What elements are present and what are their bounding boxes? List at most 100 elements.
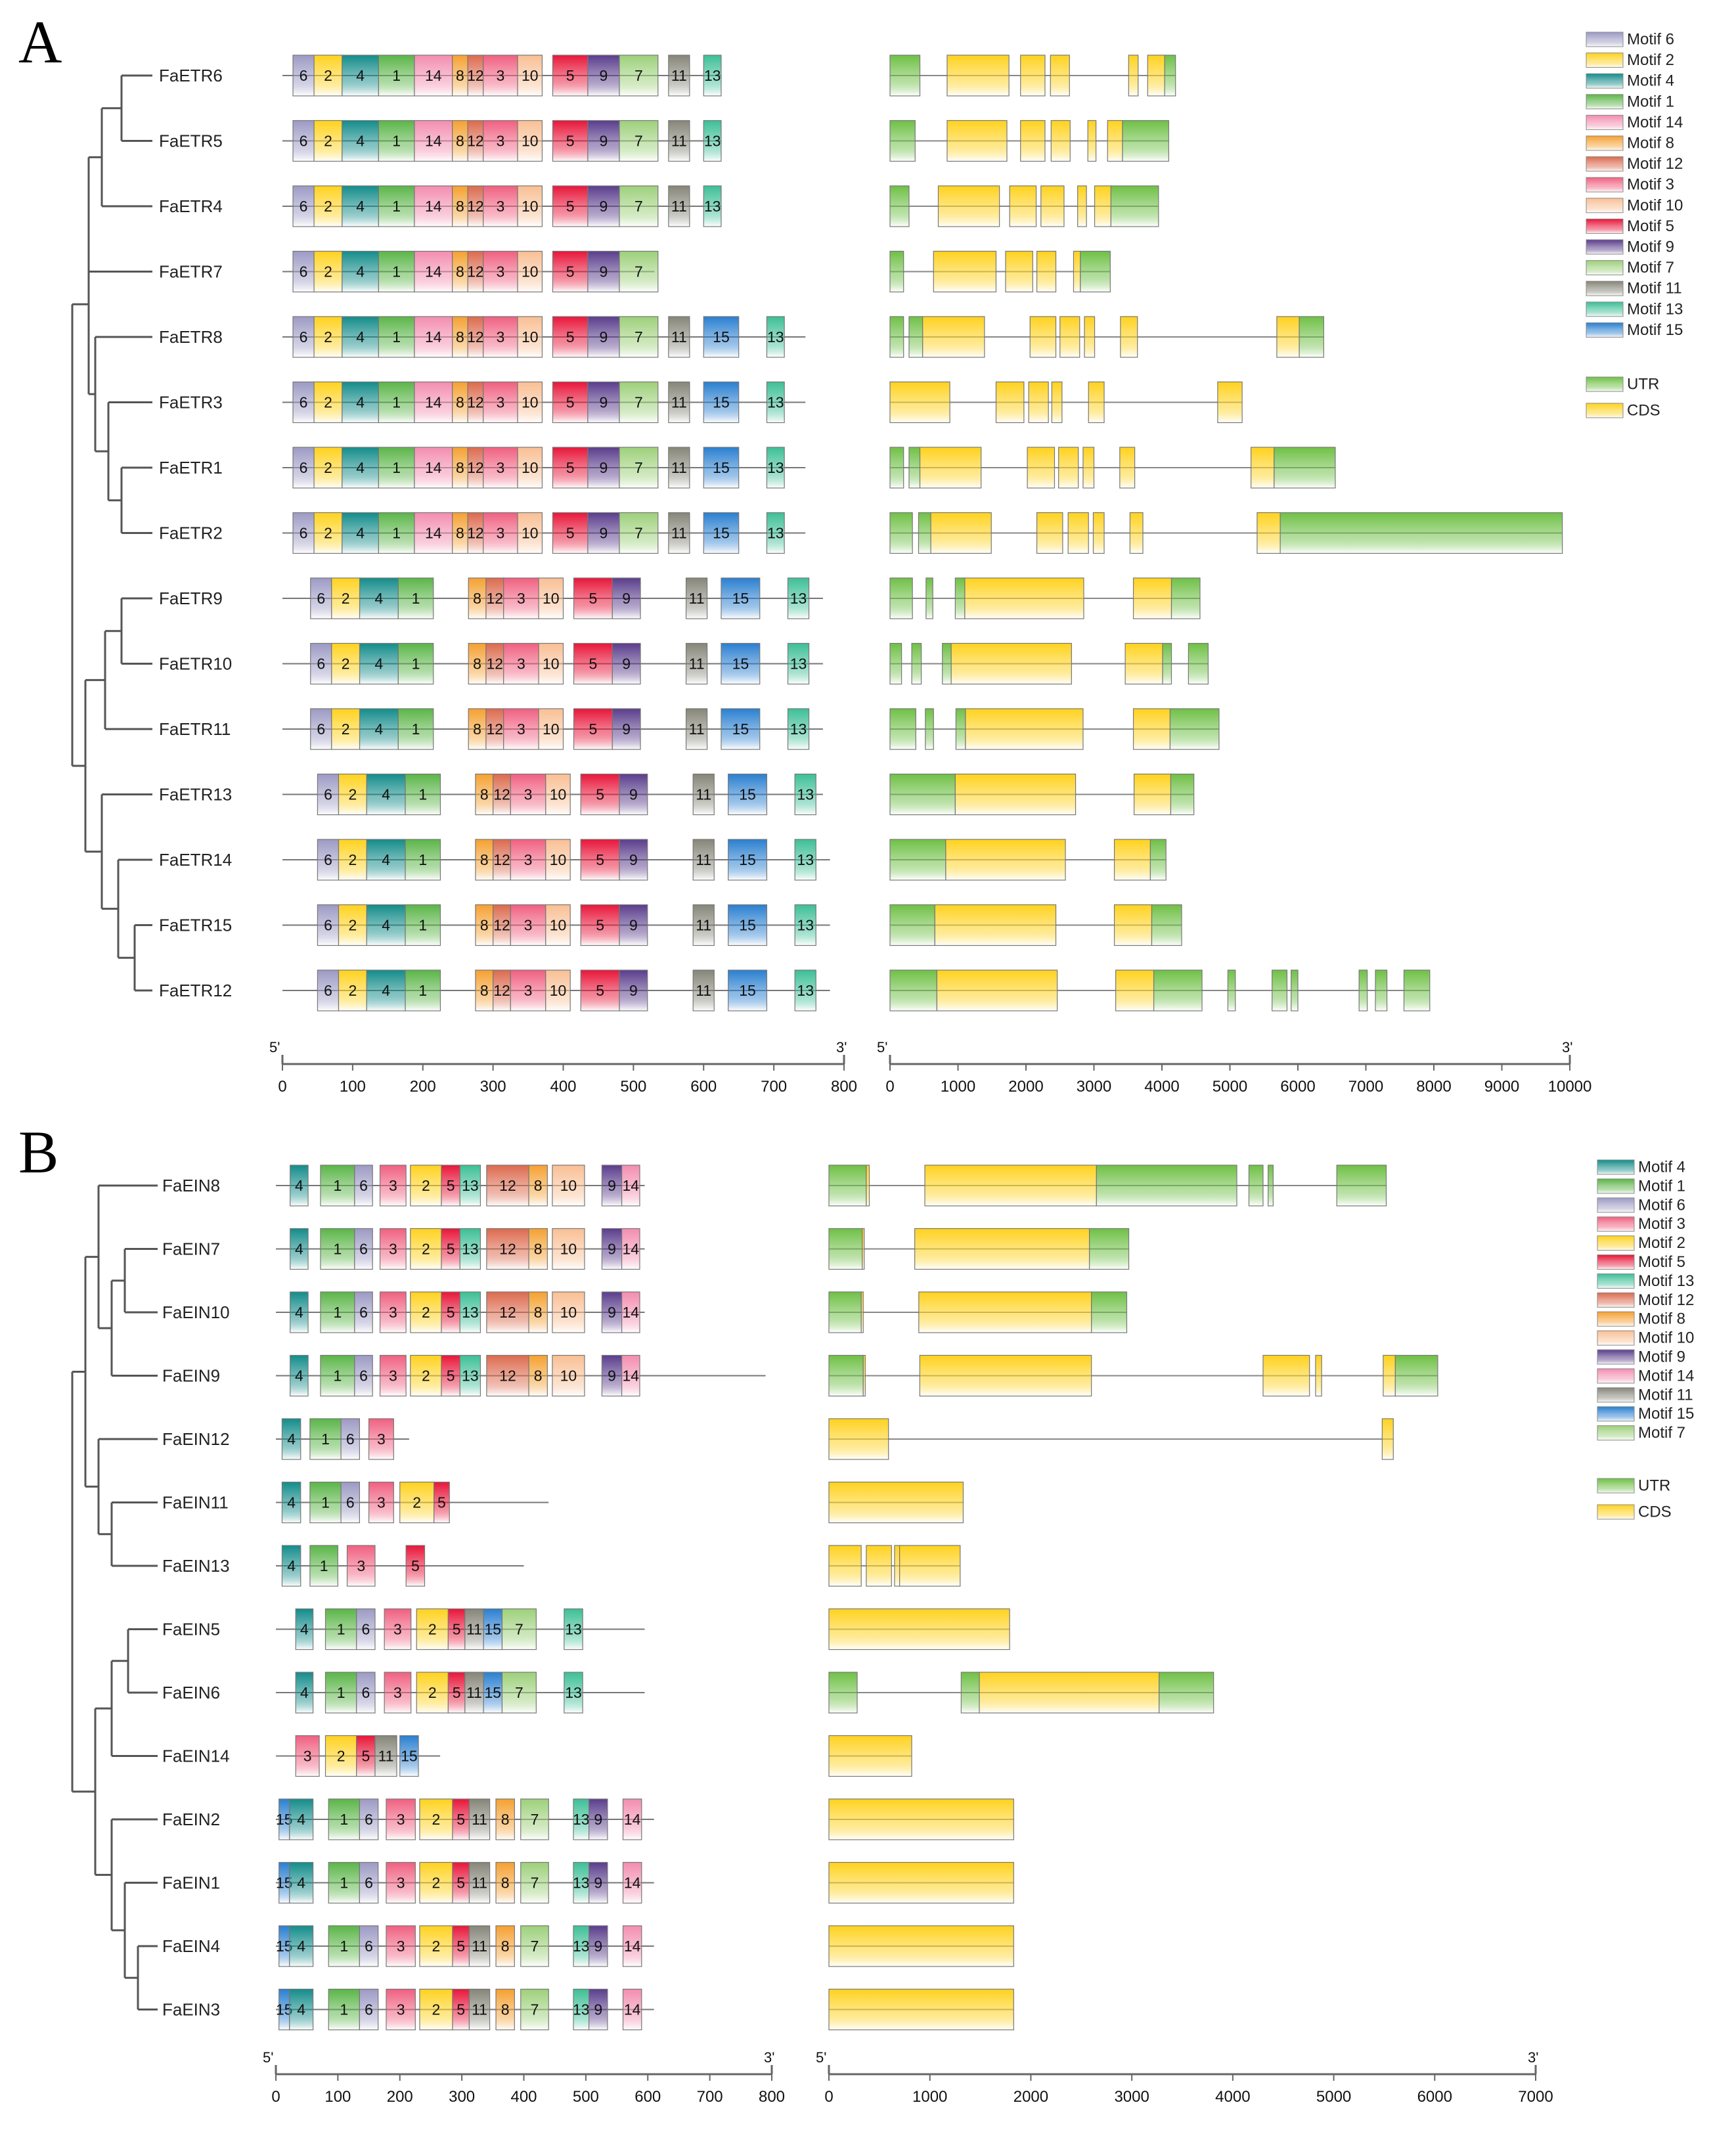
axis-end-label: 3' (836, 1039, 847, 1055)
motif-6-box (292, 447, 315, 489)
axis-tick-label: 0 (271, 2088, 280, 2106)
motif-number: 4 (356, 198, 365, 215)
motif-number: 4 (287, 1494, 296, 1511)
motif-number: 11 (689, 590, 705, 607)
motif-number: 13 (462, 1177, 479, 1194)
motif-4-box (342, 185, 380, 227)
motif-1-box (405, 839, 441, 881)
motif-9-box (612, 642, 641, 685)
motif-number: 4 (297, 1811, 305, 1828)
motif-14-box (622, 1988, 642, 2031)
gene-name: FaEIN13 (162, 1556, 230, 1576)
motif-number: 15 (713, 328, 730, 345)
motif-number: 4 (356, 67, 365, 84)
motif-7-box (619, 250, 659, 293)
motif-number: 14 (425, 328, 442, 345)
motif-9-box (619, 969, 648, 1011)
gene-row: FaETR4 6 2 4 1 14 8 12 3 10 5 9 7 11 13 (159, 185, 1159, 227)
gene-row: FaETR14 6 2 4 1 8 12 3 10 5 9 11 15 13 (159, 839, 1167, 881)
motif-number: 9 (622, 721, 631, 738)
legend-label: Motif 11 (1627, 280, 1682, 298)
legend-label: Motif 4 (1627, 72, 1674, 90)
legend-swatch (1586, 135, 1624, 151)
motif-number: 4 (287, 1557, 296, 1574)
gene-name: FaETR15 (159, 916, 232, 935)
motif-6-box (310, 642, 332, 685)
motif-15-box (703, 512, 740, 554)
legend-label: Motif 13 (1627, 300, 1683, 318)
motif-6-box (317, 904, 340, 946)
motif-number: 9 (608, 1241, 616, 1258)
cds-exon (1250, 447, 1275, 489)
motif-number: 10 (560, 1241, 577, 1258)
motif-number: 5 (596, 851, 604, 868)
motif-number: 10 (522, 198, 539, 215)
gene-name: FaEIN14 (162, 1746, 230, 1766)
motif-number: 4 (300, 1621, 309, 1638)
motif-number: 5 (596, 786, 604, 803)
legend-swatch (1586, 73, 1624, 89)
motif-number: 11 (696, 786, 711, 803)
axis-tick-label: 300 (449, 2088, 475, 2106)
motif-number: 2 (324, 133, 332, 150)
legend-swatch (1586, 198, 1624, 213)
motif-3-box (503, 577, 539, 619)
motif-3-box (483, 185, 518, 227)
motif-15-box (728, 773, 768, 816)
motif-number: 10 (543, 721, 560, 738)
motif-3-box (510, 904, 546, 946)
motif-number: 2 (324, 328, 332, 345)
motif-6-box (359, 1988, 379, 2031)
motif-number: 15 (485, 1684, 502, 1701)
motif-number: 4 (356, 263, 365, 280)
legend-swatch (1586, 53, 1624, 68)
motif-number: 8 (480, 851, 489, 868)
gene-row: FaEIN8 4 1 6 3 2 5 13 12 8 10 9 14 (162, 1165, 1387, 1207)
motif-number: 13 (790, 655, 807, 673)
axis-end-label: 3' (1562, 1039, 1572, 1055)
motif-9-box (601, 1165, 623, 1207)
motif-number: 6 (300, 133, 308, 150)
gene-name: FaEIN7 (162, 1239, 220, 1259)
gene-row: FaEIN3 15 4 1 6 3 2 5 11 8 7 13 9 14 (162, 1988, 1014, 2031)
axis-tick-label: 100 (340, 1078, 366, 1096)
legend-label: CDS (1627, 402, 1660, 420)
motif-number: 13 (573, 2001, 590, 2018)
motif-number: 8 (534, 1304, 543, 1321)
gene-name: FaETR4 (159, 196, 223, 216)
motif-number: 11 (671, 133, 687, 150)
motif-number: 3 (496, 263, 504, 280)
motif-4-box (342, 316, 380, 358)
motif-number: 14 (425, 459, 442, 476)
motif-3-box (386, 1861, 416, 1904)
motif-number: 8 (501, 1875, 510, 1892)
legend-swatch (1597, 1273, 1635, 1289)
motif-number: 3 (517, 590, 525, 607)
motif-number: 9 (629, 982, 638, 999)
motif-number: 6 (317, 655, 325, 673)
utr-exon (889, 316, 904, 358)
cds-exon (1036, 512, 1063, 554)
motif-8-box (528, 1291, 548, 1333)
utr-exon (1248, 1165, 1264, 1207)
utr-exon (1110, 185, 1159, 227)
motif-12-box (485, 708, 504, 750)
motif-number: 15 (401, 1748, 418, 1765)
motif-7-box (520, 1925, 549, 1967)
motif-4-box (342, 381, 380, 424)
motif-3-box (510, 773, 546, 816)
motif-number: 12 (493, 917, 510, 934)
motif-number: 10 (543, 655, 560, 673)
cds-exon (1082, 447, 1095, 489)
motif-5-box (552, 250, 589, 293)
motif-8-box (495, 1988, 515, 2031)
motif-13-box (794, 773, 816, 816)
gene-name: FaETR6 (159, 66, 223, 85)
motif-4-box (281, 1545, 301, 1587)
motif-3-box (379, 1354, 407, 1397)
utr-exon (1403, 969, 1431, 1011)
legend-label: Motif 14 (1627, 114, 1683, 131)
motif-13-box (459, 1354, 481, 1397)
utr-exon (889, 904, 935, 946)
motif-10-box (517, 316, 543, 358)
